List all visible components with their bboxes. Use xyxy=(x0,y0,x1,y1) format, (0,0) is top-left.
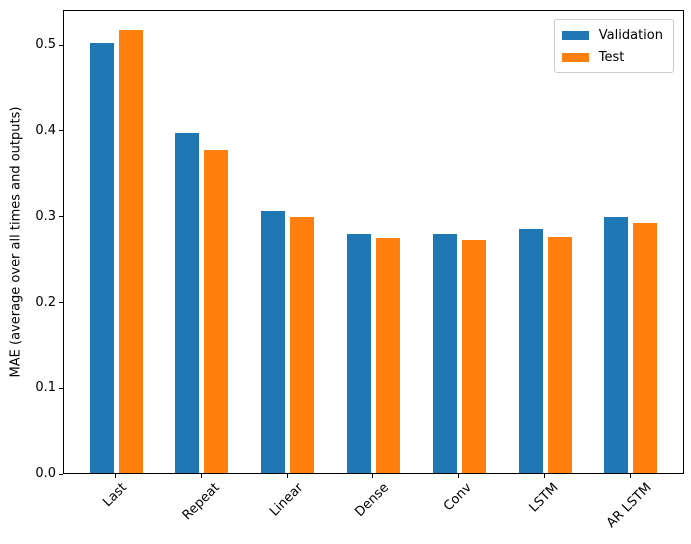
bar-test-linear xyxy=(290,217,315,473)
x-tick-last xyxy=(115,474,116,478)
x-tick-dense xyxy=(372,474,374,478)
y-tick-label-0.0: 0.0 xyxy=(35,466,56,481)
bar-test-dense xyxy=(375,238,400,473)
y-tick-label-0.2: 0.2 xyxy=(35,294,56,310)
legend: Validation Test xyxy=(553,19,674,73)
y-tick-label-0.4: 0.4 xyxy=(35,122,56,138)
y-tick-0.4 xyxy=(59,130,63,132)
legend-entry-validation: Validation xyxy=(561,26,663,44)
x-tick-label-dense: Dense xyxy=(352,480,393,520)
y-tick-label-0.5: 0.5 xyxy=(35,37,56,53)
plot-area: Validation Test xyxy=(63,10,684,474)
x-tick-label-repeat: Repeat xyxy=(179,480,223,524)
bar-validation-ar-lstm xyxy=(604,217,629,473)
bar-validation-last xyxy=(89,43,114,473)
x-tick-linear xyxy=(286,474,288,478)
legend-label-test: Test xyxy=(598,49,625,65)
bar-validation-dense xyxy=(346,233,371,473)
y-tick-0.0 xyxy=(59,473,63,475)
x-tick-label-last: Last xyxy=(100,480,130,511)
legend-swatch-validation xyxy=(561,30,589,40)
bar-validation-linear xyxy=(261,211,286,473)
y-tick-0.3 xyxy=(59,216,63,218)
bar-validation-conv xyxy=(432,233,457,473)
x-tick-ar-lstm xyxy=(629,474,631,478)
x-tick-repeat xyxy=(200,474,202,478)
bar-test-lstm xyxy=(547,237,572,473)
y-tick-0.1 xyxy=(59,387,63,389)
bar-test-repeat xyxy=(204,149,229,473)
legend-label-validation: Validation xyxy=(598,27,663,43)
bar-validation-lstm xyxy=(518,228,543,473)
bar-validation-repeat xyxy=(175,133,200,473)
y-tick-label-0.1: 0.1 xyxy=(35,380,56,396)
x-tick-label-ar-lstm: AR LSTM xyxy=(604,480,656,532)
y-tick-label-0.3: 0.3 xyxy=(35,208,56,224)
x-tick-label-conv: Conv xyxy=(441,480,476,515)
bar-test-last xyxy=(118,30,143,473)
bar-test-conv xyxy=(461,239,486,473)
x-tick-lstm xyxy=(544,474,545,478)
y-axis-label: MAE (average over all times and outputs) xyxy=(8,106,24,378)
x-tick-conv xyxy=(458,474,460,478)
legend-entry-test: Test xyxy=(561,48,663,66)
bar-test-ar-lstm xyxy=(633,222,658,473)
x-tick-label-lstm: LSTM xyxy=(526,480,562,516)
legend-swatch-test xyxy=(561,52,589,62)
y-tick-0.5 xyxy=(59,44,63,46)
x-tick-label-linear: Linear xyxy=(267,480,307,520)
y-tick-0.2 xyxy=(59,302,63,303)
